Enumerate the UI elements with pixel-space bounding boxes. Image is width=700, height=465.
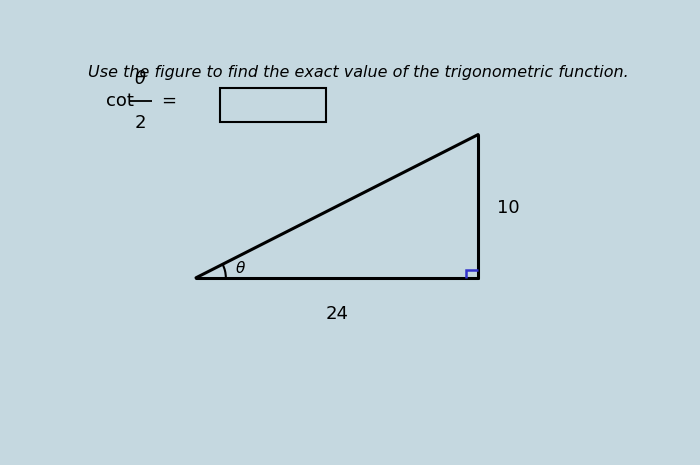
Text: Use the figure to find the exact value of the trigonometric function.: Use the figure to find the exact value o… bbox=[88, 65, 629, 80]
Text: cot: cot bbox=[106, 92, 134, 110]
Text: =: = bbox=[161, 92, 176, 110]
Text: 2: 2 bbox=[135, 114, 146, 132]
Text: $\theta$: $\theta$ bbox=[235, 260, 246, 276]
Text: 10: 10 bbox=[497, 199, 519, 217]
Text: 24: 24 bbox=[326, 305, 349, 323]
FancyBboxPatch shape bbox=[220, 88, 326, 122]
Text: $\theta$: $\theta$ bbox=[134, 70, 147, 88]
